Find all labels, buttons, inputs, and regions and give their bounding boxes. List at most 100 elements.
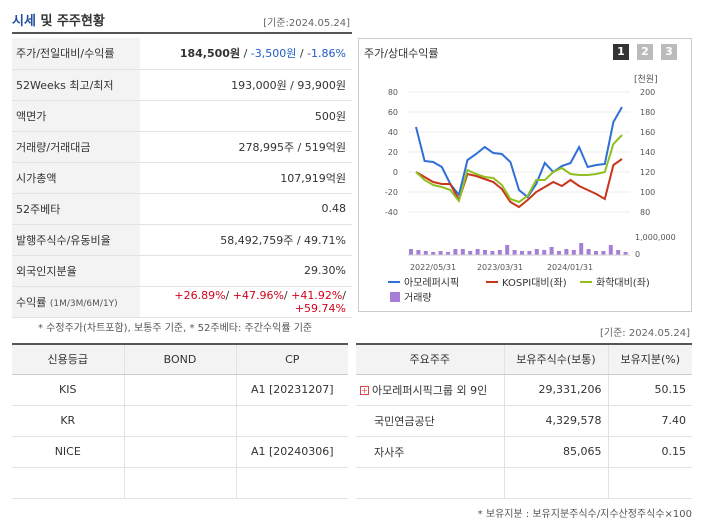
volume-bar [534,249,539,255]
pct-cell: 0.15 [607,436,692,468]
title-main: 시세 [12,14,36,29]
volume-bar [446,252,450,255]
stat-value: 58,492,759주 / 49.71% [140,224,352,256]
agency-cell: NICE [12,436,124,468]
legend-swatch-volume [390,292,400,302]
period-button-1[interactable]: 1 [613,44,629,60]
chart-panel [358,38,692,312]
stat-label: 발행주식수/유동비율 [12,224,140,256]
returns-period: (1M/3M/6M/1Y) [49,298,118,309]
shareholders-table: 주요주주 보유주식수(보통) 보유지분(%) + 아모레퍼시픽그룹 외 9인 29… [356,343,692,499]
stat-label: 52Weeks 최고/최저 [12,69,140,101]
expand-icon[interactable]: + [360,386,369,395]
stat-value: 184,500원 / -3,500원 / -1.86% [140,38,352,70]
right-tick-label: 120 [640,168,655,177]
shares-cell [503,467,608,499]
series-line-kospi [415,158,623,209]
stat-label: 수익률 (1M/3M/6M/1Y) [12,286,140,318]
volume-bar [564,249,569,255]
price-stats-table: 주가/전일대비/수익률 184,500원 / -3,500원 / -1.86% … [12,38,352,318]
holder-name-cell[interactable]: + 아모레퍼시픽그룹 외 9인 [356,374,504,406]
right-tick-label: 180 [640,108,655,117]
stat-value: 107,919억원 [140,162,352,194]
left-tick-label: 80 [388,88,398,97]
col-header: CP [235,343,348,375]
agency-cell [12,467,124,499]
table-row: 국민연금공단 4,329,578 7.40 [356,405,692,437]
col-header: 주요주주 [356,343,504,375]
holder-name-cell: 자사주 [356,436,504,468]
pct-cell: 7.40 [607,405,692,437]
header-divider [12,32,352,34]
volume-bar [571,250,576,255]
period-button-3[interactable]: 3 [661,44,677,60]
cp-cell [235,467,348,499]
volume-bar [475,249,480,255]
x-tick-label: 2023/03/31 [477,263,523,272]
bond-cell [123,405,236,437]
volume-scale-label: 1,000,000 [635,233,676,242]
x-tick-label: 2024/01/31 [547,263,593,272]
table-row: + 아모레퍼시픽그룹 외 9인 29,331,206 50.15 [356,374,692,406]
volume-bar [505,245,510,255]
volume-bar [520,251,524,255]
col-header: 보유지분(%) [607,343,692,375]
cp-cell: A1 [20231207] [235,374,348,406]
volume-bar [623,252,628,255]
return-1m: +26.89% [174,288,226,302]
volume-bar [601,251,606,255]
return-3m: +47.96% [232,288,284,302]
volume-bar [409,249,413,255]
holder-name-cell [356,467,504,499]
volume-bar [586,249,591,255]
price-rate: -1.86% [307,47,346,61]
bond-cell [123,436,236,468]
volume-bar [542,250,547,255]
stat-row: 발행주식수/유동비율 58,492,759주 / 49.71% [12,224,352,256]
volume-bar [594,251,598,255]
stat-label: 거래량/거래대금 [12,131,140,163]
right-tick-label: 140 [640,148,655,157]
cp-cell [235,405,348,437]
shares-cell: 4,329,578 [503,405,608,437]
volume-bar [549,247,554,255]
stat-label: 52주베타 [12,193,140,225]
stat-label: 액면가 [12,100,140,132]
stat-row: 52Weeks 최고/최저 193,000원 / 93,900원 [12,69,352,101]
col-header: 신용등급 [12,343,124,375]
shares-cell: 29,331,206 [503,374,608,406]
left-tick-label: -40 [385,208,398,217]
stat-label: 시가총액 [12,162,140,194]
price-change: -3,500원 [250,47,297,61]
table-row: KR [12,405,348,437]
volume-bar [608,245,613,255]
left-tick-label: 40 [388,128,398,137]
volume-bar [527,251,532,255]
table-header-row: 주요주주 보유주식수(보통) 보유지분(%) [356,343,692,375]
pct-cell [607,467,692,499]
volume-bar [423,251,428,255]
stat-value: 29.30% [140,255,352,287]
separator: / [296,47,308,61]
stat-value: 500원 [140,100,352,132]
volume-bar [431,252,436,255]
legend-chem: 화학대비(좌) [596,277,650,289]
bond-cell [123,467,236,499]
volume-bar [616,250,621,255]
x-tick-label: 2022/05/31 [410,263,456,272]
title-sub: 및 주주현황 [40,14,105,29]
table-row: NICE A1 [20240306] [12,436,348,468]
right-tick-label: 160 [640,128,655,137]
right-tick-label: 200 [640,88,655,97]
legend-volume: 거래량 [404,292,432,304]
volume-bar [416,250,421,255]
volume-bar [438,251,443,255]
series-line-chem [415,134,623,204]
return-1y: +59.74% [294,301,346,315]
period-button-2[interactable]: 2 [637,44,653,60]
stat-label: 외국인지분율 [12,255,140,287]
right-tick-label: 80 [640,208,650,217]
stat-row: 수익률 (1M/3M/6M/1Y) +26.89%/ +47.96%/ +41.… [12,286,352,318]
left-tick-label: 60 [388,108,398,117]
stat-row: 외국인지분율 29.30% [12,255,352,287]
